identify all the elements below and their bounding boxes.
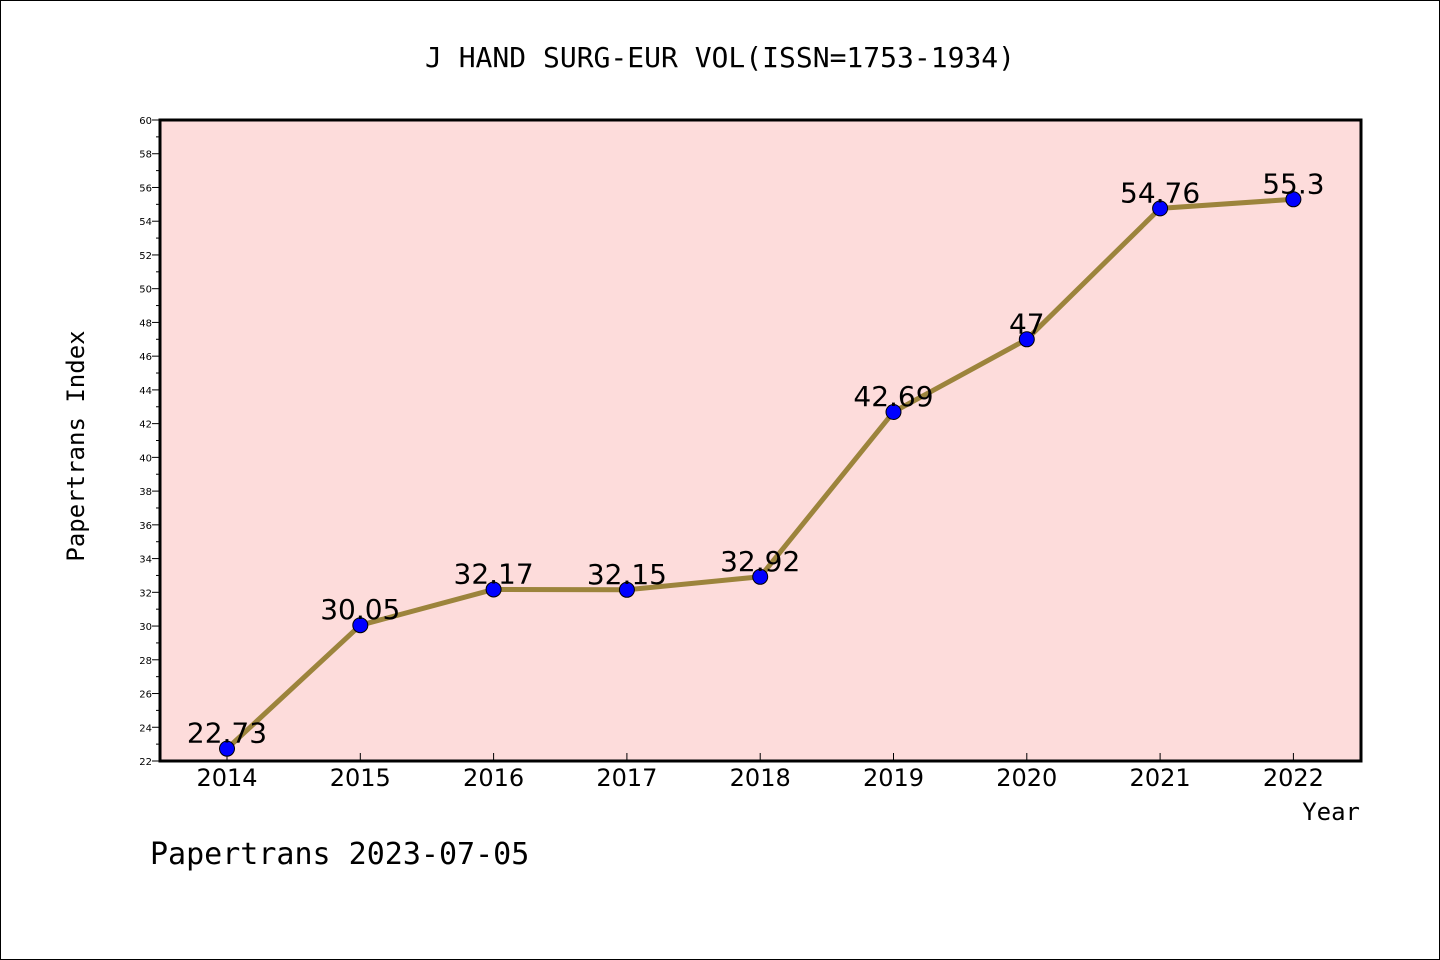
data-point: [1285, 191, 1302, 208]
y-tick-label: 56: [139, 183, 152, 194]
data-label: 32.92: [720, 545, 800, 578]
data-point: [1152, 200, 1169, 217]
data-point: [885, 403, 902, 420]
x-axis-label: Year: [1302, 798, 1360, 826]
y-tick-label: 34: [139, 555, 152, 566]
x-tick-label: 2021: [1130, 764, 1191, 792]
y-tick-label: 26: [139, 690, 152, 701]
x-tick-label: 2020: [996, 764, 1057, 792]
data-series: [219, 191, 1302, 757]
x-tick-label: 2017: [596, 764, 657, 792]
footer-credit: Papertrans 2023-07-05: [150, 837, 529, 872]
y-tick-label: 54: [139, 217, 152, 228]
y-tick-label: 30: [139, 622, 152, 633]
data-label: 32.15: [587, 558, 667, 591]
y-tick-label: 44: [139, 386, 152, 397]
data-label: 54.76: [1120, 176, 1200, 209]
data-label: 55.3: [1262, 167, 1324, 200]
data-label: 22.73: [187, 717, 267, 750]
data-label: 32.17: [454, 557, 534, 590]
chart-title: J HAND SURG-EUR VOL(ISSN=1753-1934): [425, 41, 1015, 74]
x-tick-label: 2018: [730, 764, 791, 792]
x-tick-label: 2015: [330, 764, 391, 792]
y-tick-label: 48: [139, 318, 152, 329]
y-tick-label: 36: [139, 521, 152, 532]
y-tick-label: 46: [139, 352, 152, 363]
y-tick-label: 40: [139, 453, 152, 464]
y-axis-label: Papertrans Index: [62, 330, 90, 561]
y-tick-label: 58: [139, 150, 152, 161]
y-tick-label: 32: [139, 588, 152, 599]
y-axis: 22 24 26 28 30 32 34 36 38 40 42 44 46 48 50 52 54 56 58 60: [139, 116, 160, 768]
data-point: [219, 740, 235, 757]
x-tick-label: 2019: [863, 764, 924, 792]
data-label: 30.05: [320, 593, 400, 626]
y-tick-label: 24: [139, 723, 152, 734]
y-tick-label: 52: [139, 251, 152, 262]
y-tick-label: 28: [139, 656, 152, 667]
data-label: 47: [1009, 307, 1045, 340]
y-tick-label: 60: [139, 116, 152, 127]
x-tick-label: 2022: [1263, 764, 1324, 792]
y-tick-label: 22: [139, 757, 152, 768]
x-axis: 2014 2015 2016 2017 2018 2019 2020 2021 2022: [196, 753, 1324, 792]
x-tick-label: 2016: [463, 764, 524, 792]
x-tick-label: 2014: [196, 764, 257, 792]
plot-area: [158, 118, 1363, 763]
data-point: [485, 581, 502, 598]
y-tick-label: 42: [139, 420, 152, 431]
data-point: [352, 617, 369, 634]
data-labels: 22.73 30.05 32.17 32.15 32.92 42.69 47 54.76 55.…: [187, 167, 1325, 749]
data-point: [618, 581, 635, 598]
data-point: [1018, 331, 1035, 348]
data-point: [752, 568, 769, 585]
y-tick-label: 50: [139, 285, 152, 296]
y-tick-label: 38: [139, 487, 152, 498]
data-label: 42.69: [853, 380, 933, 413]
